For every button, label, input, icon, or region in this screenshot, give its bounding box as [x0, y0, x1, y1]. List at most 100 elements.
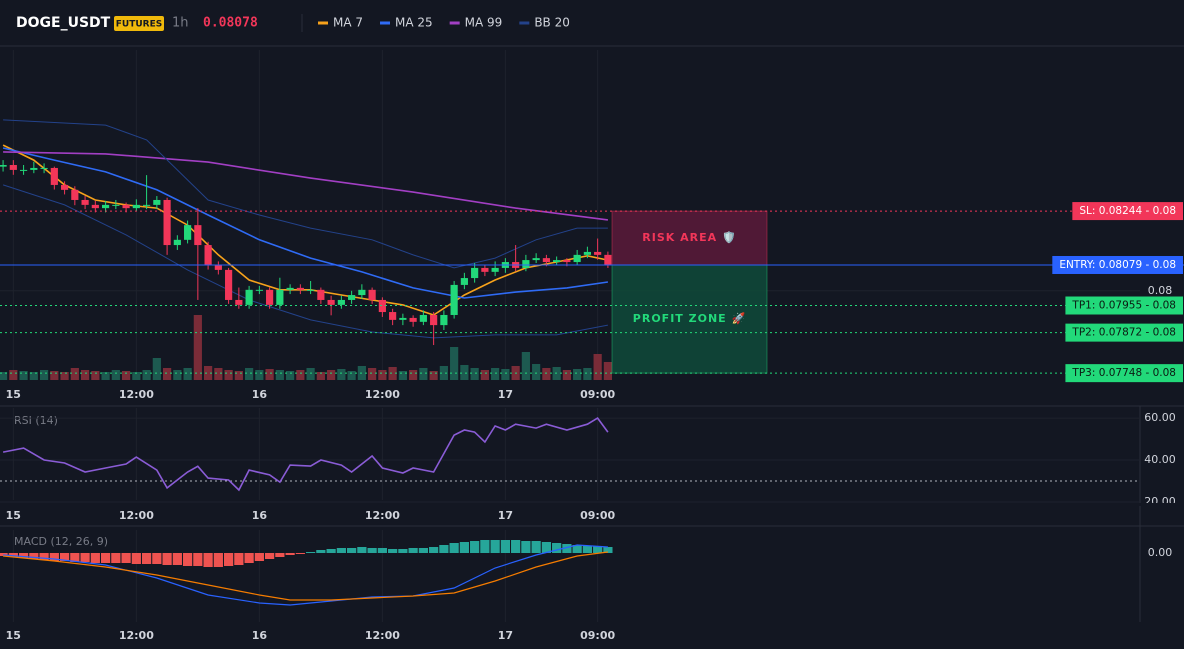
- candle-body: [563, 260, 571, 263]
- candle-body: [173, 239, 181, 246]
- y-tick-label: 0.08: [1148, 284, 1173, 297]
- candle-body: [163, 199, 171, 246]
- histogram-bar: [121, 553, 131, 563]
- candle-body: [430, 314, 438, 326]
- histogram-bar: [449, 543, 459, 553]
- volume-bar: [234, 371, 243, 380]
- volume-bar: [398, 371, 407, 380]
- histogram-bar: [29, 553, 39, 559]
- volume-bar: [327, 370, 336, 380]
- histogram-bar: [90, 553, 100, 563]
- histogram-bar: [49, 553, 59, 561]
- x-tick-label: 12:00: [365, 629, 400, 642]
- candle-body: [71, 189, 79, 200]
- histogram-bar: [582, 546, 593, 553]
- x-tick-label: 15: [6, 388, 21, 401]
- candle-body: [184, 225, 192, 240]
- histogram-bar: [521, 541, 531, 553]
- x-tick-label: 12:00: [119, 388, 154, 401]
- volume-bar: [296, 370, 305, 380]
- x-tick-label: 09:00: [580, 629, 615, 642]
- histogram-bar: [244, 553, 254, 563]
- level-tag-label: ENTRY: 0.08079 - 0.08: [1059, 259, 1176, 271]
- histogram-bar: [70, 553, 80, 562]
- x-tick-label: 09:00: [580, 388, 615, 401]
- histogram-bar: [295, 553, 305, 554]
- candle-body: [286, 287, 294, 290]
- histogram-bar: [275, 553, 285, 557]
- volume-bar: [0, 372, 8, 380]
- volume-bar: [224, 370, 233, 380]
- histogram-bar: [100, 553, 111, 563]
- histogram-bar: [111, 553, 121, 563]
- histogram-bar: [172, 553, 182, 565]
- volume-bar: [603, 362, 612, 380]
- candle-body: [522, 260, 530, 268]
- volume-bar: [491, 368, 500, 380]
- candle-body: [542, 258, 550, 263]
- histogram-bar: [306, 552, 316, 553]
- candle-body: [296, 287, 304, 290]
- candle-body: [594, 251, 602, 255]
- level-tag-label: TP2: 0.07872 - 0.08: [1071, 327, 1176, 339]
- volume-bar: [204, 366, 213, 380]
- legend-label: MA 99: [465, 16, 503, 30]
- level-tag-label: TP1: 0.07955 - 0.08: [1071, 300, 1176, 312]
- x-tick-label: 09:00: [580, 509, 615, 522]
- histogram-bar: [223, 553, 234, 566]
- histogram-bar: [182, 553, 193, 566]
- legend-label: MA 7: [333, 16, 363, 30]
- volume-bar: [275, 370, 284, 380]
- level-tag: [1072, 202, 1183, 221]
- rsi-line: [2, 417, 609, 492]
- candle-body: [19, 169, 28, 171]
- histogram-bar: [500, 540, 510, 553]
- candle-body: [327, 299, 335, 305]
- profit-label: PROFIT ZONE 🚀: [633, 312, 746, 325]
- badge: FUTURES: [116, 20, 162, 30]
- histogram-bar: [531, 541, 541, 553]
- histogram-bar: [285, 553, 295, 555]
- histogram-bar: [511, 540, 521, 553]
- histogram-bar: [326, 549, 336, 553]
- rsi-title: RSI (14): [14, 414, 58, 427]
- candle-body: [471, 267, 479, 279]
- x-tick-label: 16: [252, 629, 268, 642]
- x-tick-label: 16: [252, 509, 268, 522]
- histogram-bar: [490, 540, 500, 553]
- volume-bar: [347, 371, 356, 380]
- candle-body: [81, 199, 89, 205]
- moving-average: [3, 151, 609, 221]
- volume-bar: [173, 370, 182, 380]
- volume-bar: [245, 368, 254, 380]
- histogram-bar: [162, 553, 172, 565]
- candle-body: [348, 295, 356, 300]
- moving-average: [2, 147, 609, 299]
- candle-body: [532, 258, 540, 261]
- volume-bar: [101, 372, 110, 380]
- histogram-bar: [213, 553, 223, 567]
- volume-bar: [419, 368, 428, 380]
- histogram-bar: [347, 548, 357, 553]
- histogram-bar: [408, 548, 418, 553]
- level-tag: [1065, 364, 1183, 383]
- candle-body: [419, 314, 427, 322]
- volume-bar: [193, 315, 202, 380]
- volume-bar: [316, 372, 325, 380]
- x-tick-label: 15: [6, 509, 21, 522]
- volume-bar: [388, 367, 397, 380]
- x-tick-label: 17: [498, 509, 513, 522]
- histogram-bar: [8, 553, 18, 557]
- profit-zone: [611, 264, 768, 374]
- volume-bar: [255, 370, 264, 380]
- candle-body: [276, 289, 284, 305]
- volume-bar: [480, 370, 489, 380]
- volume-bar: [121, 371, 131, 380]
- volume-bar: [91, 371, 100, 380]
- legend-label: BB 20: [534, 16, 570, 30]
- histogram-bar: [388, 549, 398, 553]
- candle-body: [409, 317, 417, 322]
- candle-body: [153, 199, 161, 205]
- histogram-bar: [131, 553, 141, 564]
